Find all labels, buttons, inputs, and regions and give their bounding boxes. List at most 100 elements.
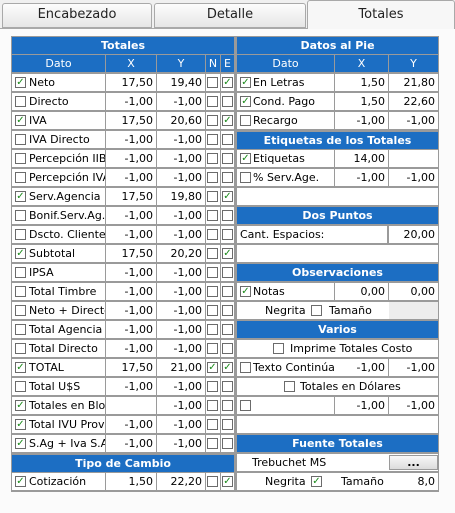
totales-row-x[interactable]: -1,00 — [106, 131, 156, 148]
totales-row-x[interactable]: -1,00 — [106, 302, 156, 319]
totales-row-y[interactable]: -1,00 — [157, 321, 205, 338]
totales-row-n-checkbox[interactable]: ✓ — [207, 362, 218, 373]
totales-row-y[interactable]: -1,00 — [157, 150, 205, 167]
totales-row-e-checkbox[interactable] — [222, 229, 233, 240]
totales-row-x[interactable]: -1,00 — [106, 340, 156, 357]
notas-checkbox[interactable]: ✓ — [240, 286, 251, 297]
totales-row-checkbox[interactable]: ✓ — [15, 115, 26, 126]
obs-negrita-checkbox[interactable] — [311, 305, 322, 316]
totales-row-checkbox[interactable]: ✓ — [15, 362, 26, 373]
totales-row-n-checkbox[interactable] — [207, 134, 218, 145]
totales-row-y[interactable]: -1,00 — [157, 378, 205, 395]
totales-row-n-checkbox[interactable] — [207, 191, 218, 202]
varios-blank-y[interactable]: -1,00 — [389, 397, 438, 414]
datos-pie-row-checkbox[interactable]: ✓ — [240, 77, 251, 88]
totales-row-y[interactable]: 20,20 — [157, 245, 205, 262]
datos-pie-row-x[interactable]: 1,50 — [335, 93, 388, 110]
totales-row-checkbox[interactable]: ✓ — [15, 77, 26, 88]
totales-row-checkbox[interactable]: ✓ — [15, 191, 26, 202]
totales-row-x[interactable]: -1,00 — [106, 264, 156, 281]
totales-row-checkbox[interactable] — [15, 229, 26, 240]
totales-row-x[interactable]: -1,00 — [106, 435, 156, 452]
totales-row-checkbox[interactable] — [15, 286, 26, 297]
totales-row-n-checkbox[interactable] — [207, 210, 218, 221]
etiquetas-row-y[interactable]: -1,00 — [389, 169, 438, 186]
datos-pie-row-checkbox[interactable]: ✓ — [240, 96, 251, 107]
totales-row-x[interactable]: 17,50 — [106, 359, 156, 376]
totales-row-x[interactable] — [106, 397, 156, 414]
totales-row-e-checkbox[interactable] — [222, 324, 233, 335]
etiquetas-row-x[interactable]: -1,00 — [335, 169, 388, 186]
tab-encabezado[interactable]: Encabezado — [2, 3, 152, 28]
totales-row-x[interactable]: 17,50 — [106, 74, 156, 91]
totales-row-y[interactable]: -1,00 — [157, 131, 205, 148]
datos-pie-row-x[interactable]: 1,50 — [335, 74, 388, 91]
totales-row-y[interactable]: 20,60 — [157, 112, 205, 129]
cotizacion-n-checkbox[interactable] — [207, 476, 218, 487]
cotizacion-e-checkbox[interactable]: ✓ — [222, 476, 233, 487]
totales-row-checkbox[interactable] — [15, 305, 26, 316]
totales-row-x[interactable]: -1,00 — [106, 207, 156, 224]
totales-row-y[interactable]: -1,00 — [157, 93, 205, 110]
totales-row-n-checkbox[interactable] — [207, 343, 218, 354]
totales-row-n-checkbox[interactable] — [207, 400, 218, 411]
datos-pie-row-x[interactable]: -1,00 — [335, 112, 388, 129]
totales-row-x[interactable]: -1,00 — [106, 169, 156, 186]
totales-row-y[interactable]: 19,80 — [157, 188, 205, 205]
tab-detalle[interactable]: Detalle — [154, 3, 306, 28]
imprime-costo-checkbox[interactable] — [273, 343, 284, 354]
datos-pie-row-y[interactable]: -1,00 — [389, 112, 438, 129]
totales-row-checkbox[interactable]: ✓ — [15, 419, 26, 430]
totales-row-e-checkbox[interactable] — [222, 286, 233, 297]
totales-row-y[interactable]: -1,00 — [157, 283, 205, 300]
totales-row-e-checkbox[interactable] — [222, 400, 233, 411]
totales-row-x[interactable]: 17,50 — [106, 188, 156, 205]
totales-row-n-checkbox[interactable] — [207, 248, 218, 259]
etiquetas-row-checkbox[interactable]: ✓ — [240, 153, 251, 164]
totales-row-n-checkbox[interactable] — [207, 77, 218, 88]
datos-pie-row-y[interactable]: 21,80 — [389, 74, 438, 91]
totales-row-y[interactable]: -1,00 — [157, 207, 205, 224]
totales-row-n-checkbox[interactable] — [207, 153, 218, 164]
totales-row-e-checkbox[interactable] — [222, 438, 233, 449]
totales-row-n-checkbox[interactable] — [207, 229, 218, 240]
totales-row-e-checkbox[interactable]: ✓ — [222, 362, 233, 373]
totales-row-y[interactable]: -1,00 — [157, 226, 205, 243]
totales-row-checkbox[interactable]: ✓ — [15, 400, 26, 411]
totales-row-y[interactable]: 19,40 — [157, 74, 205, 91]
datos-pie-row-checkbox[interactable] — [240, 115, 251, 126]
totales-row-x[interactable]: -1,00 — [106, 321, 156, 338]
cotizacion-y[interactable]: 22,20 — [157, 473, 205, 490]
totales-row-n-checkbox[interactable] — [207, 286, 218, 297]
totales-row-e-checkbox[interactable]: ✓ — [222, 77, 233, 88]
datos-pie-row-y[interactable]: 22,60 — [389, 93, 438, 110]
totales-row-y[interactable]: -1,00 — [157, 435, 205, 452]
totales-row-n-checkbox[interactable] — [207, 267, 218, 278]
totales-row-e-checkbox[interactable] — [222, 134, 233, 145]
totales-row-n-checkbox[interactable] — [207, 324, 218, 335]
totales-row-x[interactable]: -1,00 — [106, 378, 156, 395]
totales-row-n-checkbox[interactable] — [207, 115, 218, 126]
etiquetas-row-x[interactable]: 14,00 — [335, 150, 388, 167]
totales-row-e-checkbox[interactable]: ✓ — [222, 191, 233, 202]
totales-row-checkbox[interactable] — [15, 134, 26, 145]
totales-row-e-checkbox[interactable] — [222, 305, 233, 316]
varios-blank-x[interactable]: -1,00 — [335, 397, 388, 414]
texto-continua-checkbox[interactable] — [240, 362, 251, 373]
totales-row-y[interactable]: -1,00 — [157, 397, 205, 414]
fuente-tamano-value[interactable]: 8,0 — [389, 473, 438, 490]
cant-espacios-value[interactable]: 20,00 — [389, 226, 438, 243]
totales-row-x[interactable]: -1,00 — [106, 283, 156, 300]
cotizacion-x[interactable]: 1,50 — [106, 473, 156, 490]
totales-row-checkbox[interactable] — [15, 210, 26, 221]
totales-dolares-checkbox[interactable] — [284, 381, 295, 392]
tab-totales[interactable]: Totales — [307, 0, 455, 29]
totales-row-n-checkbox[interactable] — [207, 381, 218, 392]
font-picker-button[interactable]: ... — [389, 455, 438, 470]
cotizacion-checkbox[interactable]: ✓ — [15, 476, 26, 487]
totales-row-checkbox[interactable] — [15, 381, 26, 392]
totales-row-checkbox[interactable] — [15, 96, 26, 107]
totales-row-n-checkbox[interactable] — [207, 305, 218, 316]
etiquetas-row-y[interactable] — [389, 150, 438, 167]
totales-row-checkbox[interactable]: ✓ — [15, 438, 26, 449]
